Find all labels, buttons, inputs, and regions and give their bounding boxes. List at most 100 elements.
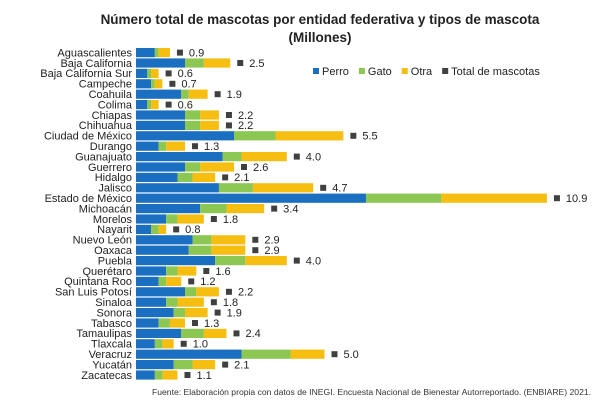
bar-gato-0 (154, 48, 159, 58)
chart-source: Fuente: Elaboración propia con datos de … (152, 387, 591, 397)
legend-label: Perro (322, 66, 349, 78)
total-marker (225, 288, 232, 295)
bar-gato-15 (200, 204, 227, 214)
bar-perro-0 (136, 48, 155, 58)
bar-otra-20 (245, 256, 287, 266)
total-marker (173, 226, 180, 233)
total-marker (553, 195, 560, 202)
bar-perro-25 (136, 308, 174, 318)
bar-perro-2 (136, 68, 148, 78)
bar-gato-11 (185, 162, 201, 172)
category-label: Aguascalientes (57, 47, 132, 59)
total-marker (176, 49, 183, 56)
bar-gato-8 (234, 131, 276, 141)
bar-gato-26 (158, 318, 170, 328)
bar-perro-13 (136, 183, 219, 193)
total-marker (241, 164, 248, 170)
bar-perro-29 (136, 349, 242, 359)
bar-perro-30 (136, 360, 174, 370)
bar-perro-11 (136, 162, 186, 172)
category-label: Michoacán (79, 203, 132, 215)
category-label: Chihuahua (79, 120, 133, 132)
bar-perro-1 (136, 58, 186, 68)
chart-title: Número total de mascotas por entidad fed… (101, 12, 540, 27)
total-marker (252, 236, 259, 243)
bar-otra-22 (166, 276, 182, 286)
total-label: 0.7 (181, 79, 196, 91)
category-label: San Luis Potosí (55, 287, 132, 299)
total-marker (252, 247, 259, 254)
bar-otra-21 (177, 266, 197, 276)
bar-gato-31 (154, 370, 163, 380)
bar-gato-9 (158, 141, 167, 151)
total-marker (210, 216, 217, 222)
total-label: 1.9 (227, 307, 242, 319)
legend-swatch (358, 68, 365, 74)
total-marker (210, 299, 217, 306)
bar-gato-20 (215, 256, 246, 266)
bar-perro-24 (136, 297, 167, 307)
bar-otra-13 (252, 183, 314, 193)
legend-label: Otra (411, 66, 433, 78)
category-label: Puebla (98, 255, 133, 267)
bar-gato-4 (181, 89, 189, 99)
total-marker (225, 112, 232, 118)
bar-otra-31 (162, 370, 178, 380)
bar-gato-30 (173, 360, 193, 370)
bar-gato-10 (222, 152, 242, 162)
total-marker (188, 278, 195, 285)
bar-gato-23 (185, 287, 197, 297)
bar-perro-8 (136, 131, 235, 141)
total-marker (237, 60, 244, 66)
bar-perro-3 (136, 79, 152, 89)
category-label: Baja California Sur (40, 68, 132, 80)
total-label: 1.8 (223, 297, 238, 309)
bar-gato-14 (365, 193, 442, 203)
bar-perro-27 (136, 328, 182, 338)
total-label: 2.1 (234, 172, 249, 184)
total-label: 4.0 (306, 151, 321, 163)
bar-otra-26 (169, 318, 186, 328)
bar-gato-16 (166, 214, 178, 224)
bar-perro-18 (136, 235, 193, 245)
total-label: 2.1 (234, 359, 249, 371)
total-marker (165, 70, 172, 77)
total-label: 10.9 (566, 193, 587, 205)
category-label: Querétaro (82, 266, 132, 278)
bar-perro-5 (136, 100, 148, 110)
category-label: Hidalgo (95, 172, 132, 184)
totals-group: 0.92.50.60.71.90.62.22.25.51.34.02.62.14… (165, 47, 587, 382)
bars-group (136, 48, 547, 380)
bar-gato-13 (218, 183, 253, 193)
bar-perro-19 (136, 245, 189, 255)
total-label: 1.6 (215, 266, 230, 278)
total-marker (192, 143, 199, 150)
total-marker (271, 205, 278, 212)
bar-gato-29 (241, 349, 291, 359)
total-label: 1.3 (204, 141, 219, 153)
bar-perro-28 (136, 339, 155, 349)
bar-perro-12 (136, 172, 178, 182)
category-label: Ciudad de México (44, 131, 132, 143)
chart-legend: Perro Gato Otra Total de mascotas (313, 66, 540, 78)
total-label: 0.6 (178, 99, 193, 111)
bar-perro-22 (136, 276, 159, 286)
total-label: 5.5 (362, 131, 377, 143)
legend-swatch (401, 68, 408, 74)
total-label: 0.6 (178, 68, 193, 80)
total-label: 4.7 (332, 183, 347, 195)
bar-otra-16 (177, 214, 204, 224)
total-label: 2.2 (238, 120, 253, 132)
bar-gato-21 (166, 266, 178, 276)
bar-gato-25 (173, 308, 186, 318)
bar-otra-4 (188, 89, 208, 99)
bar-otra-30 (192, 360, 216, 370)
bar-gato-28 (154, 339, 163, 349)
total-marker (184, 372, 191, 378)
total-label: 0.9 (189, 47, 204, 59)
bar-gato-1 (185, 58, 204, 68)
bar-otra-25 (185, 308, 208, 318)
total-marker (331, 351, 338, 358)
bar-otra-23 (196, 287, 219, 297)
